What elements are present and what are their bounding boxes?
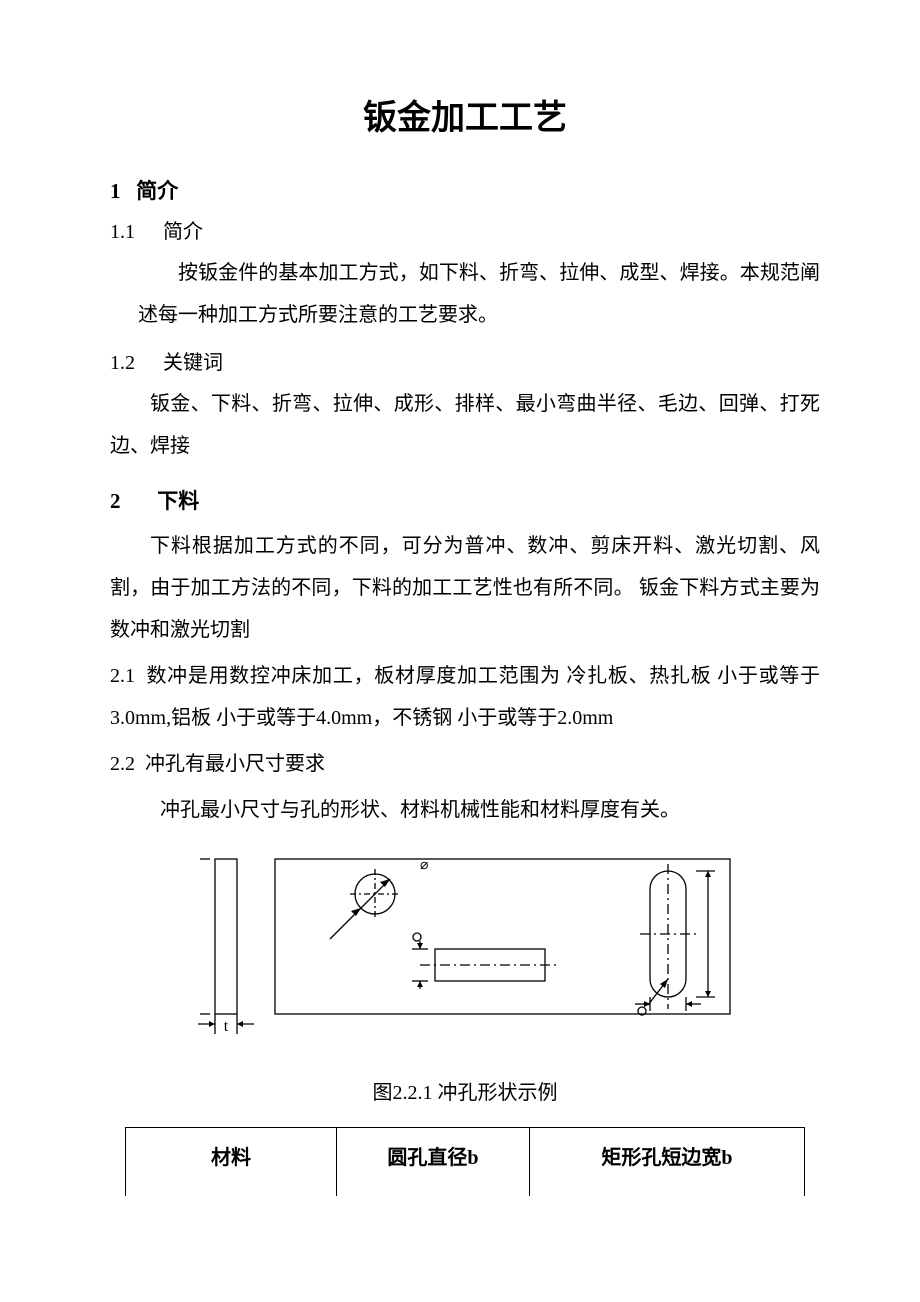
phi-label: ⌀ xyxy=(420,858,428,873)
page-title: 钣金加工工艺 xyxy=(110,90,820,139)
section-2-1-text: 数冲是用数控冲床加工，板材厚度加工范围为 冷扎板、热扎板 小于或等于3.0mm,… xyxy=(110,665,820,729)
section-2-2-text: 冲孔有最小尺寸要求 xyxy=(145,753,325,775)
section-2-1: 2.1 数冲是用数控冲床加工，板材厚度加工范围为 冷扎板、热扎板 小于或等于3.… xyxy=(110,655,820,739)
section-1-2-para: 钣金、下料、折弯、拉伸、成形、排样、最小弯曲半径、毛边、回弹、打死边、焊接 xyxy=(110,383,820,467)
section-2-2-num: 2.2 xyxy=(110,753,135,775)
section-1-num: 1 xyxy=(110,179,121,203)
section-1-1-num: 1.1 xyxy=(110,221,158,244)
section-1-heading: 1 简介 xyxy=(110,175,820,205)
section-2-label: 下料 xyxy=(157,489,199,513)
section-1-1-heading: 1.1 简介 xyxy=(110,215,820,244)
table-row: 材料 圆孔直径b 矩形孔短边宽b xyxy=(126,1128,805,1197)
section-2-heading: 2 下料 xyxy=(110,485,820,515)
section-2-intro: 下料根据加工方式的不同，可分为普冲、数冲、剪床开料、激光切割、风割，由于加工方法… xyxy=(110,525,820,651)
section-2-1-num: 2.1 xyxy=(110,665,135,687)
section-1-2-num: 1.2 xyxy=(110,352,158,375)
section-1-1-para: 按钣金件的基本加工方式，如下料、折弯、拉伸、成型、焊接。本规范阐述每一种加工方式… xyxy=(110,252,820,336)
document-page: 钣金加工工艺 1 简介 1.1 简介 按钣金件的基本加工方式，如下料、折弯、拉伸… xyxy=(0,0,920,1302)
table-header-material: 材料 xyxy=(126,1128,337,1197)
section-1-1-label: 简介 xyxy=(163,221,203,243)
min-hole-table: 材料 圆孔直径b 矩形孔短边宽b xyxy=(125,1127,805,1196)
figure-2-2-1: t ⌀ xyxy=(180,849,820,1054)
section-1-2-label: 关键词 xyxy=(163,352,223,374)
figure-caption: 图2.2.1 冲孔形状示例 xyxy=(110,1076,820,1105)
t-label: t xyxy=(224,1018,229,1035)
section-1-label: 简介 xyxy=(136,179,178,203)
section-2-2: 2.2 冲孔有最小尺寸要求 xyxy=(110,743,820,785)
section-2-num: 2 xyxy=(110,489,121,513)
table-header-rect: 矩形孔短边宽b xyxy=(529,1128,804,1197)
section-1-2-heading: 1.2 关键词 xyxy=(110,346,820,375)
section-2-2-para: 冲孔最小尺寸与孔的形状、材料机械性能和材料厚度有关。 xyxy=(110,789,820,831)
table-header-round: 圆孔直径b xyxy=(337,1128,530,1197)
punch-shape-diagram: t ⌀ xyxy=(180,849,740,1049)
